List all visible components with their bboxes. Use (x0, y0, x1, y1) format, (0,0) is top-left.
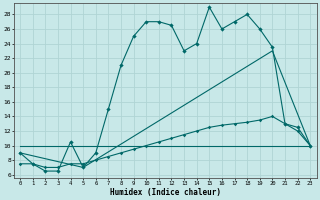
X-axis label: Humidex (Indice chaleur): Humidex (Indice chaleur) (110, 188, 220, 197)
